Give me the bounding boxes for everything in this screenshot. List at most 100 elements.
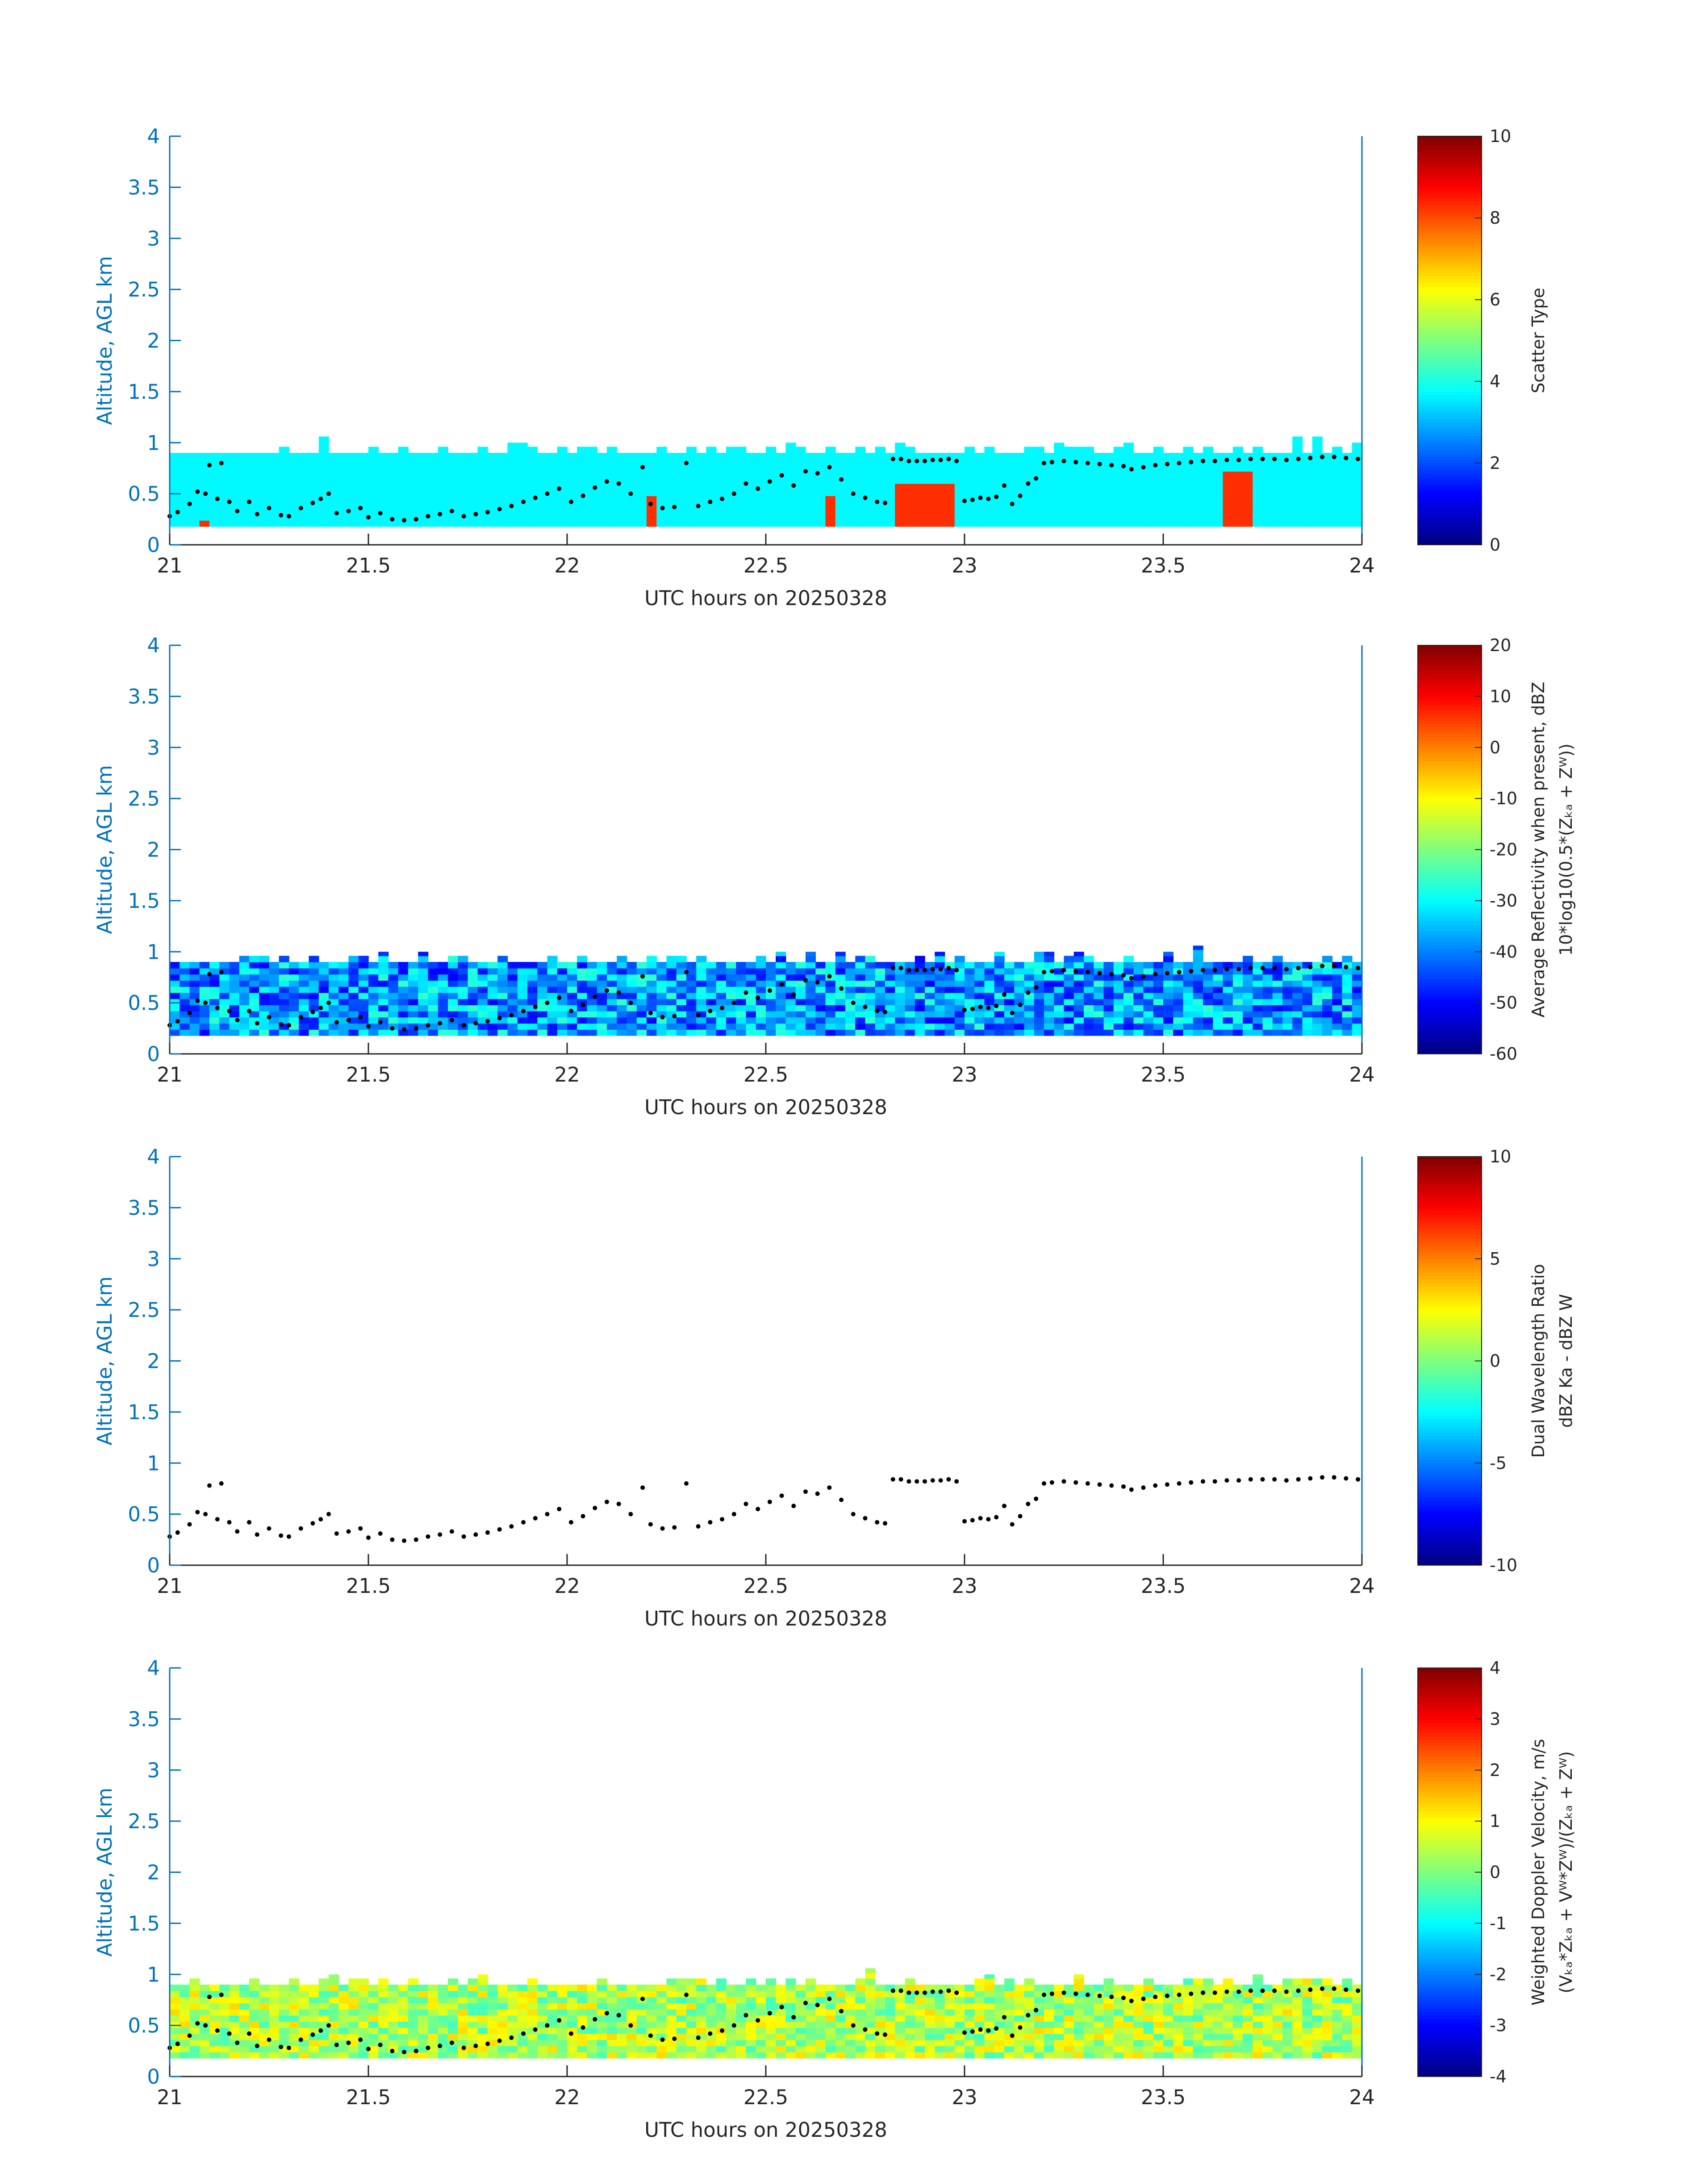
heatmap-cell: [170, 992, 180, 999]
heatmap-cell: [795, 520, 806, 527]
heatmap-cell: [388, 999, 399, 1005]
heatmap-cell: [299, 489, 309, 496]
heatmap-cell: [1272, 465, 1283, 472]
heatmap-cell: [249, 986, 260, 993]
heatmap-cell: [746, 1990, 756, 1997]
colorbar-step: [1418, 480, 1482, 484]
heatmap-cell: [209, 1029, 220, 1036]
cloud-base-point: [1141, 465, 1146, 470]
colorbar-step: [1418, 1303, 1482, 1307]
heatmap-cell: [219, 508, 230, 515]
heatmap-cell: [965, 2046, 975, 2052]
heatmap-cell: [785, 2021, 796, 2028]
heatmap-cell: [279, 2021, 289, 2028]
heatmap-cell: [647, 1997, 657, 2004]
cloud-base-point: [1026, 990, 1031, 995]
cloud-base-point: [970, 1518, 975, 1523]
heatmap-cell: [944, 974, 955, 981]
heatmap-cell: [1302, 1029, 1313, 1036]
heatmap-cell: [1243, 999, 1253, 1005]
colorbar-step: [1418, 965, 1482, 969]
heatmap-cell: [408, 2033, 418, 2040]
heatmap-cell: [199, 508, 210, 515]
heatmap-cell: [329, 999, 339, 1005]
heatmap-cell: [378, 2009, 389, 2016]
heatmap-cell: [368, 2052, 379, 2059]
heatmap-cell: [686, 1029, 697, 1036]
heatmap-cell: [875, 1985, 885, 1991]
heatmap-cell: [785, 501, 796, 509]
heatmap-cell: [477, 1985, 488, 1991]
cloud-base-point: [898, 965, 903, 970]
y-tick-label: 4: [147, 125, 160, 148]
heatmap-cell: [199, 1029, 210, 1036]
heatmap-cell: [189, 1023, 200, 1030]
heatmap-cell: [299, 453, 309, 460]
heatmap-cell: [189, 453, 200, 460]
heatmap-cell: [806, 1990, 816, 1997]
heatmap-cell: [1173, 986, 1184, 993]
heatmap-cell: [438, 459, 448, 466]
colorbar-step: [1418, 1313, 1482, 1317]
heatmap-cell: [845, 1005, 856, 1011]
heatmap-cell: [636, 2033, 647, 2040]
heatmap-cell: [507, 968, 518, 975]
heatmap-cell: [348, 974, 359, 981]
heatmap-cell: [686, 2046, 697, 2052]
colorbar-step: [1418, 1551, 1482, 1555]
heatmap-cell: [1034, 974, 1044, 981]
colorbar-step: [1418, 449, 1482, 453]
heatmap-cell: [607, 1029, 617, 1036]
heatmap-cell: [1232, 1005, 1243, 1011]
heatmap-cell: [180, 1005, 190, 1011]
y-tick-label: 2: [147, 1350, 160, 1373]
cloud-base-point: [898, 1477, 903, 1482]
colorbar-step: [1418, 228, 1482, 232]
heatmap-cell: [984, 1017, 995, 1024]
heatmap-cell: [626, 459, 637, 466]
heatmap-cell: [845, 1029, 856, 1036]
cloud-base-point: [1356, 965, 1361, 970]
colorbar-step: [1418, 1367, 1482, 1372]
heatmap-cell: [974, 477, 985, 484]
heatmap-cell: [656, 992, 667, 999]
heatmap-cell: [229, 992, 240, 999]
heatmap-cell: [309, 2052, 319, 2059]
heatmap-cell: [318, 440, 329, 447]
cloud-base-point: [779, 982, 784, 987]
heatmap-cell: [756, 501, 766, 509]
heatmap-cell: [1302, 508, 1313, 515]
heatmap-cell: [1054, 501, 1065, 509]
heatmap-cell: [835, 1029, 846, 1036]
cloud-base-point: [545, 1512, 550, 1517]
cloud-base-point: [660, 1015, 665, 1020]
heatmap-cell: [776, 2039, 786, 2047]
colorbar-step: [1418, 1531, 1482, 1535]
heatmap-cell: [547, 2027, 558, 2034]
heatmap-cell: [1094, 962, 1104, 969]
heatmap-cell: [1243, 501, 1253, 509]
heatmap-cell: [666, 1017, 677, 1024]
heatmap-cell: [199, 986, 210, 993]
heatmap-cell: [557, 2052, 568, 2059]
heatmap-cell: [756, 2009, 766, 2016]
cloud-base-point: [1201, 459, 1205, 464]
heatmap-cell: [1223, 1005, 1233, 1011]
heatmap-cell: [289, 477, 299, 484]
heatmap-cell: [1292, 496, 1303, 502]
heatmap-cell: [885, 986, 895, 993]
heatmap-cell: [785, 1005, 796, 1011]
heatmap-cell: [348, 1978, 359, 1985]
heatmap-cell: [915, 520, 925, 527]
heatmap-cell: [289, 471, 299, 478]
cloud-base-point: [954, 968, 959, 973]
heatmap-cell: [398, 459, 409, 466]
heatmap-cell: [358, 1023, 369, 1030]
heatmap-cell: [1282, 514, 1293, 521]
heatmap-cell: [855, 968, 866, 975]
heatmap-cell: [388, 1005, 399, 1011]
cloud-base-point: [962, 1007, 967, 1012]
heatmap-cell: [289, 992, 299, 999]
heatmap-cell: [348, 1011, 359, 1018]
heatmap-cell: [1322, 986, 1333, 993]
